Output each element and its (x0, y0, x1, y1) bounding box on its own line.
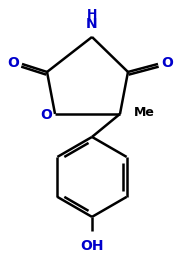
Text: OH: OH (80, 239, 104, 253)
Text: O: O (161, 56, 173, 70)
Text: N: N (86, 17, 98, 31)
Text: Me: Me (134, 106, 155, 120)
Text: H: H (87, 8, 97, 21)
Text: O: O (7, 56, 19, 70)
Text: O: O (40, 108, 52, 122)
